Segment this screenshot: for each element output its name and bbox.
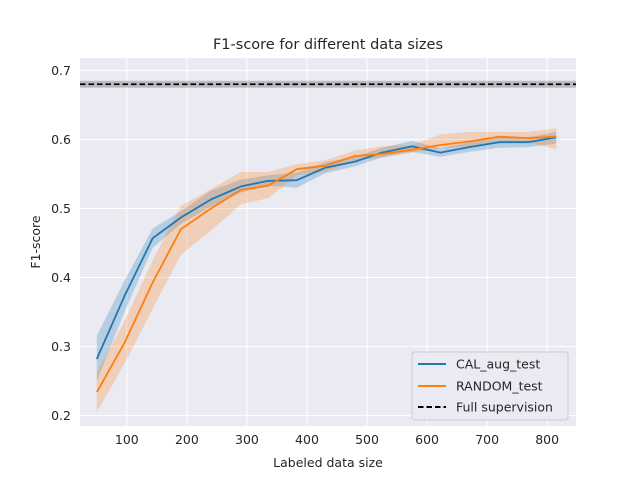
- y-axis-label: F1-score: [28, 215, 43, 269]
- x-tick-label: 800: [535, 432, 559, 447]
- x-tick-label: 600: [415, 432, 439, 447]
- x-tick-label: 200: [175, 432, 199, 447]
- y-tick-label: 0.2: [51, 408, 71, 423]
- y-tick-label: 0.3: [51, 339, 71, 354]
- legend: CAL_aug_test RANDOM_test Full supervisio…: [411, 351, 569, 421]
- cal-aug-test-band: [96, 131, 557, 382]
- x-tick-label: 700: [475, 432, 499, 447]
- x-axis-label: Labeled data size: [273, 455, 383, 470]
- x-tick-labels: 100 200 300 400 500 600 700 800: [115, 432, 559, 447]
- cal-aug-test-line: [95, 136, 557, 360]
- x-tick-label: 500: [355, 432, 379, 447]
- legend-label-cal: CAL_aug_test: [456, 357, 540, 372]
- legend-label-random: RANDOM_test: [456, 379, 543, 394]
- legend-label-full-supervision: Full supervision: [456, 400, 553, 415]
- y-tick-label: 0.4: [51, 270, 71, 285]
- series-lines: [80, 83, 576, 393]
- x-tick-label: 100: [115, 432, 139, 447]
- random-test-line: [96, 135, 557, 393]
- y-tick-label: 0.6: [51, 132, 71, 147]
- y-tick-label: 0.7: [51, 63, 71, 78]
- legend-box: [411, 351, 569, 421]
- y-tick-label: 0.5: [51, 201, 71, 216]
- x-tick-label: 300: [235, 432, 259, 447]
- x-tick-label: 400: [295, 432, 319, 447]
- chart-title: F1-score for different data sizes: [213, 37, 443, 53]
- y-tick-labels: 0.2 0.3 0.4 0.5 0.6 0.7: [51, 63, 71, 423]
